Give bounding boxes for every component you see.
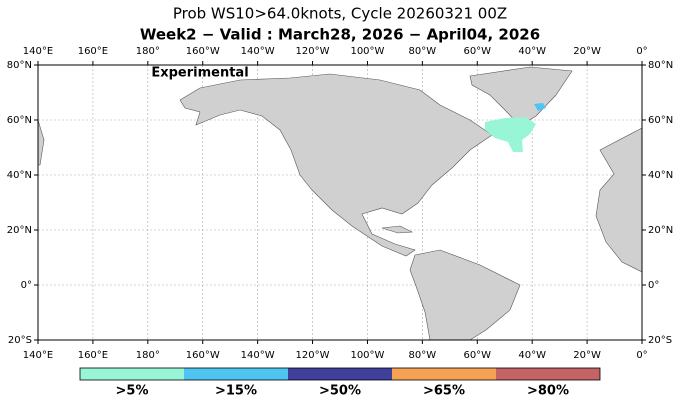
lon-label: 120°W bbox=[296, 350, 330, 361]
colorbar-label: >15% bbox=[215, 384, 257, 399]
subtitle: Week2 − Valid : March28, 2026 − April04,… bbox=[140, 26, 540, 44]
colorbar: >5% >15% >50% >65% >80% bbox=[79, 367, 601, 399]
lat-label: 80°N bbox=[7, 60, 32, 71]
lon-label: 140°E bbox=[23, 350, 53, 361]
prob-area bbox=[534, 103, 546, 111]
lon-label: 0° bbox=[636, 46, 647, 57]
north-america bbox=[179, 73, 493, 257]
lat-label: 40°N bbox=[7, 170, 32, 181]
lon-label: 0° bbox=[636, 350, 647, 361]
lon-label: 160°E bbox=[78, 350, 108, 361]
lat-label: 20°N bbox=[7, 225, 32, 236]
lon-label: 40°W bbox=[518, 350, 546, 361]
lon-label: 100°W bbox=[350, 46, 384, 57]
lat-label: 80°N bbox=[648, 60, 673, 71]
lon-label: 160°E bbox=[78, 46, 108, 57]
annotation: Experimental bbox=[151, 66, 248, 81]
lon-label: 80°W bbox=[409, 350, 437, 361]
lon-label: 140°W bbox=[241, 46, 275, 57]
colorbar-label: >65% bbox=[423, 384, 465, 399]
lon-label: 140°W bbox=[241, 350, 275, 361]
lon-label: 100°W bbox=[350, 350, 384, 361]
lon-label: 180° bbox=[136, 350, 160, 361]
colorbar-frame bbox=[79, 367, 601, 381]
caribbean bbox=[381, 225, 414, 234]
lon-label: 20°W bbox=[573, 350, 601, 361]
lon-label: 180° bbox=[136, 46, 160, 57]
colorbar-swatch bbox=[184, 368, 288, 380]
lon-label: 160°W bbox=[186, 46, 220, 57]
prob-area bbox=[485, 117, 536, 152]
lon-label: 160°W bbox=[186, 350, 220, 361]
colorbar-swatch bbox=[392, 368, 496, 380]
lon-label: 140°E bbox=[23, 46, 53, 57]
lat-label: 20°S bbox=[648, 335, 672, 346]
lat-label: 60°N bbox=[648, 115, 673, 126]
lat-label: 40°N bbox=[648, 170, 673, 181]
lat-label: 20°S bbox=[8, 335, 32, 346]
lon-label: 80°W bbox=[409, 46, 437, 57]
land bbox=[37, 66, 643, 341]
lon-label: 60°W bbox=[463, 46, 491, 57]
lat-label: 0° bbox=[648, 280, 659, 291]
map-frame bbox=[37, 64, 643, 341]
probability-shading bbox=[485, 103, 546, 152]
colorbar-label: >5% bbox=[116, 384, 149, 399]
lat-label: 0° bbox=[21, 280, 32, 291]
lon-label: 60°W bbox=[463, 350, 491, 361]
lat-label: 20°N bbox=[648, 225, 673, 236]
lon-label: 40°W bbox=[518, 46, 546, 57]
title: Prob WS10>64.0knots, Cycle 20260321 00Z bbox=[173, 5, 507, 23]
colorbar-swatch bbox=[288, 368, 392, 380]
colorbar-swatch bbox=[80, 368, 184, 380]
lon-label: 120°W bbox=[296, 46, 330, 57]
colorbar-label: >50% bbox=[319, 384, 361, 399]
south-america bbox=[409, 249, 521, 341]
colorbar-label: >80% bbox=[527, 384, 569, 399]
lat-label: 60°N bbox=[7, 115, 32, 126]
colorbar-swatch bbox=[496, 368, 600, 380]
lon-label: 20°W bbox=[573, 46, 601, 57]
